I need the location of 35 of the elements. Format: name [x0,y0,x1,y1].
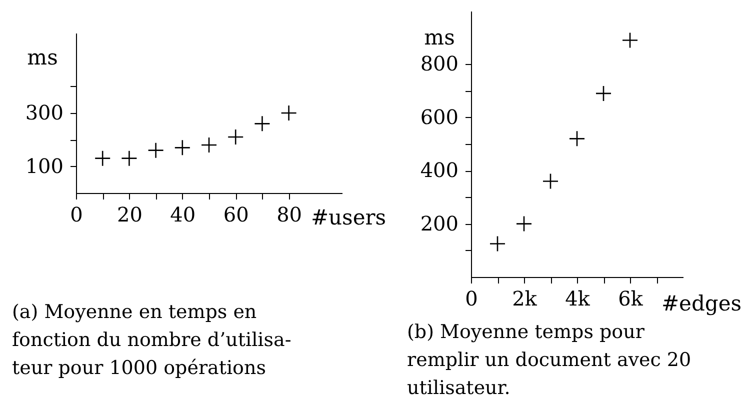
y-tick-label: 400 [420,158,458,182]
x-tick-label: 2k [512,286,538,310]
y-axis-title: ms [27,46,58,70]
x-tick-label: 60 [223,202,249,226]
point [595,85,612,102]
point [227,128,244,146]
text: (a) Moyenne en temps en fonction du nombre d’utilisa- teur pour 1000 opérations [12,301,292,379]
x-axis-title: #edges [661,292,742,316]
y-tick-label: 300 [25,100,64,124]
point [542,173,559,190]
point [280,104,297,122]
x-tick-label: 20 [116,202,142,226]
point [200,136,218,154]
x-tick-label: 0 [70,202,83,226]
y-tick-label: 100 [25,154,64,178]
x-tick-label: 4k [565,286,591,310]
point [516,216,532,232]
point [254,116,270,132]
y-axis-title: ms [424,26,455,50]
x-tick-label: 40 [170,202,196,226]
x-tick-label: 0 [465,286,478,310]
point [174,140,191,156]
text: (b) Moyenne temps pour remplir un document avec 20 utilisateur. [407,321,692,399]
point [489,236,506,252]
x-tick-label: 6k [618,286,644,310]
point [94,150,111,166]
point [121,150,138,166]
point [568,130,586,147]
point [622,32,638,48]
y-tick-label: 200 [420,211,458,236]
point [148,142,164,158]
y-tick-label: 800 [420,52,458,76]
x-tick-label: 80 [276,202,302,226]
y-tick-label: 600 [420,104,458,129]
x-axis-title: #users [310,206,386,230]
